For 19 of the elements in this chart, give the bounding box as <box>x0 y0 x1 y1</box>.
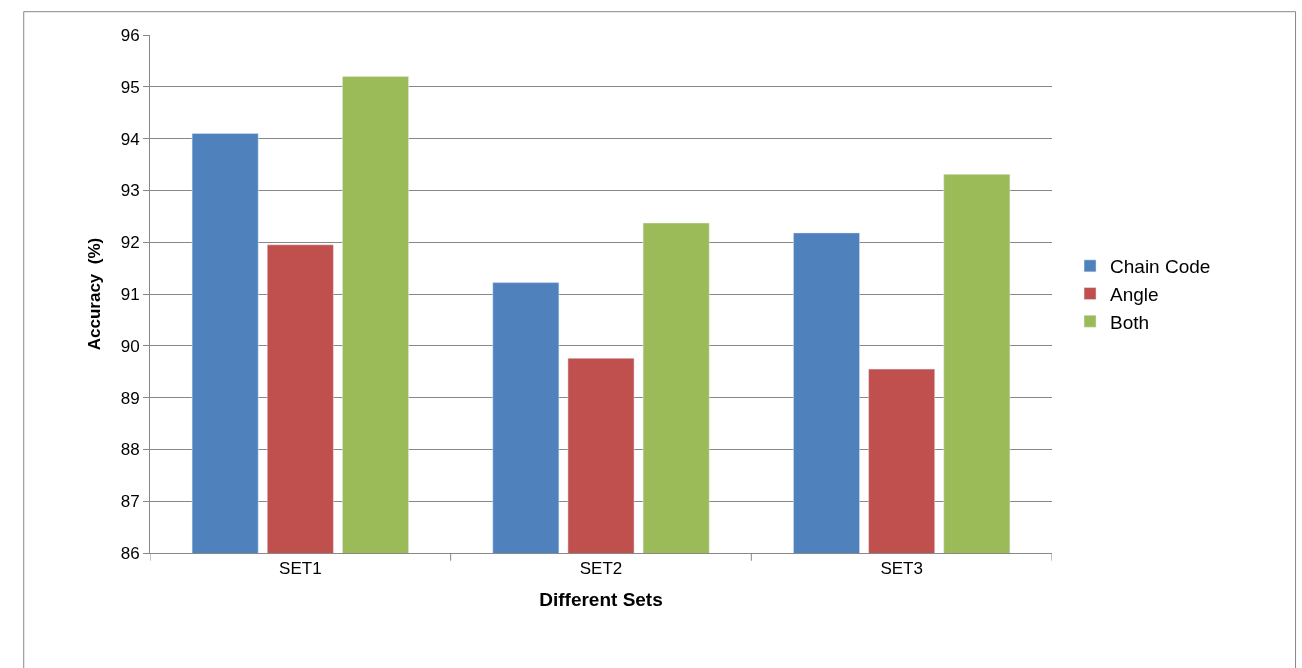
x-tick-label: SET1 <box>279 559 322 579</box>
y-tick-label: 93 <box>120 181 140 201</box>
y-tick-label: 90 <box>120 336 140 356</box>
x-tick-label: SET3 <box>880 559 923 579</box>
y-tick-label: 96 <box>120 25 140 45</box>
y-tick-label: 88 <box>120 440 140 460</box>
x-axis-title: Different Sets <box>539 589 663 611</box>
legend-label: Both <box>1110 311 1150 333</box>
x-tick-label: SET2 <box>579 559 623 579</box>
legend-label: Angle <box>1110 283 1159 305</box>
y-tick-label: 92 <box>120 233 140 253</box>
y-tick-label: 87 <box>120 492 140 512</box>
y-tick-label: 89 <box>120 388 140 408</box>
y-tick-label: 94 <box>120 129 140 149</box>
y-tick-label: 86 <box>120 543 140 563</box>
legend-label: Chain Code <box>1110 256 1211 278</box>
y-tick-label: 95 <box>120 77 140 97</box>
y-tick-label: 91 <box>120 284 140 304</box>
y-axis-title: Accuracy (%) <box>85 237 105 351</box>
